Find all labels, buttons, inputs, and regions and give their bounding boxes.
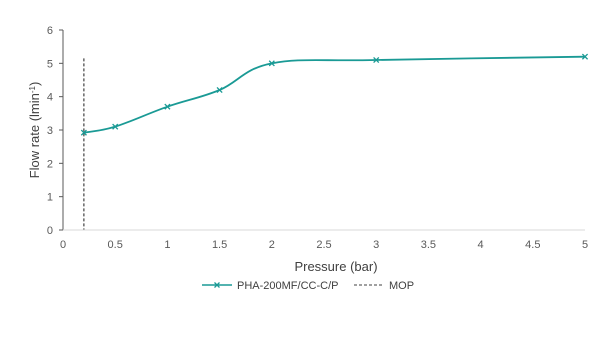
x-tick-label: 1.5 — [212, 239, 227, 251]
x-tick-label: 2.5 — [316, 239, 331, 251]
x-tick-label: 3 — [373, 239, 379, 251]
series-line — [83, 55, 586, 134]
data-point-marker — [112, 123, 119, 130]
y-tick-label: 0 — [47, 225, 53, 237]
x-tick-label: 1 — [164, 239, 170, 251]
data-point-marker — [216, 86, 223, 94]
x-tick-label: 4.5 — [525, 239, 540, 251]
y-tick-label: 1 — [47, 192, 53, 204]
x-tick-label: 4 — [478, 239, 484, 251]
y-axis-ticks: 0 1 2 3 4 5 6 — [47, 25, 63, 237]
legend: PHA-200MF/CC-C/P MOP — [202, 280, 414, 292]
y-tick-label: 2 — [47, 158, 53, 170]
x-tick-label: 5 — [582, 239, 588, 251]
x-axis-title: Pressure (bar) — [294, 259, 377, 274]
y-axis-title-superscript: -1 — [28, 85, 37, 93]
x-tick-label: 3.5 — [421, 239, 436, 251]
data-point-marker — [268, 60, 275, 67]
y-tick-label: 5 — [47, 58, 53, 70]
y-axis-title: Flow rate (lmin-1) — [27, 82, 42, 179]
legend-series-label: PHA-200MF/CC-C/P — [237, 280, 338, 292]
data-point-marker — [80, 129, 87, 136]
x-axis-ticks: 0 0.5 1 1.5 2 2.5 3 3.5 4 4.5 5 — [60, 239, 588, 251]
legend-mop-label: MOP — [389, 280, 414, 292]
legend-series-marker — [214, 282, 220, 288]
y-axis-title-main: Flow rate (lmin — [27, 93, 42, 178]
x-tick-label: 0 — [60, 239, 66, 251]
x-tick-label: 0.5 — [108, 239, 123, 251]
y-tick-label: 3 — [47, 125, 53, 137]
data-point-marker — [164, 103, 171, 110]
series-markers — [80, 53, 589, 136]
legend-item-series: PHA-200MF/CC-C/P — [202, 280, 338, 292]
y-axis-title-close: ) — [27, 82, 42, 86]
data-point-marker — [581, 53, 589, 60]
y-tick-label: 4 — [47, 92, 53, 104]
series-lines — [83, 55, 586, 134]
x-tick-label: 2 — [269, 239, 275, 251]
data-point-marker — [373, 56, 380, 64]
y-tick-label: 6 — [47, 25, 53, 37]
legend-item-mop: MOP — [354, 280, 414, 292]
